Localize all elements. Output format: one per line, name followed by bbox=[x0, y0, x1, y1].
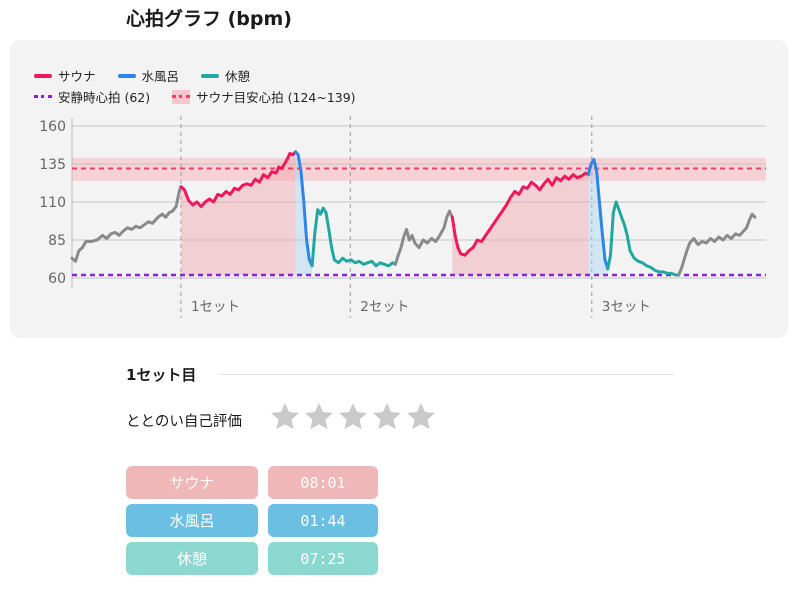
series-other-4 bbox=[393, 209, 454, 266]
set-label-3: 3セット bbox=[602, 299, 651, 315]
phase-sauna-name-text: サウナ bbox=[169, 474, 215, 492]
series-kyukei-7 bbox=[606, 200, 681, 277]
set-section-title: 1セット目 bbox=[126, 366, 197, 384]
legend-mizuburo-swatch bbox=[117, 73, 136, 78]
y-tick-85: 85 bbox=[48, 233, 66, 249]
legend-sauna-swatch bbox=[34, 73, 52, 78]
y-tick-110: 110 bbox=[39, 195, 66, 211]
legend-sauna-label: サウナ bbox=[58, 69, 96, 84]
phase-sauna-time: 08:01 bbox=[268, 466, 378, 499]
series-mizuburo-6 bbox=[586, 157, 610, 271]
area-sauna-1 bbox=[180, 151, 296, 275]
y-tick-135: 135 bbox=[39, 157, 66, 173]
star-5[interactable] bbox=[404, 400, 438, 434]
star-3[interactable] bbox=[336, 400, 370, 434]
phase-mizuburo-time: 01:44 bbox=[268, 504, 378, 537]
phase-kyukei-name-text: 休憩 bbox=[176, 550, 207, 568]
phase-mizuburo-name: 水風呂 bbox=[126, 504, 258, 537]
series-other-8 bbox=[677, 212, 757, 277]
phase-kyukei-time-text: 07:25 bbox=[300, 549, 346, 568]
rating-label: ととのい自己評価 bbox=[126, 414, 242, 430]
series-sauna-1 bbox=[179, 150, 297, 209]
series-other-0 bbox=[70, 185, 183, 263]
legend-resting-swatch bbox=[34, 95, 52, 98]
legend-row-2: 安静時心拍 (62) サウナ目安心拍 (124~139) bbox=[34, 87, 378, 106]
page-title: 心拍グラフ (bpm) bbox=[126, 8, 292, 30]
phase-sauna-time-text: 08:01 bbox=[300, 473, 346, 492]
legend-kyukei-label: 休憩 bbox=[225, 69, 251, 84]
y-tick-60: 60 bbox=[48, 271, 66, 287]
section-divider bbox=[218, 374, 674, 375]
phase-mizuburo-time-text: 01:44 bbox=[300, 511, 346, 530]
legend-resting-label: 安静時心拍 (62) bbox=[58, 90, 151, 105]
legend-kyukei: 休憩 bbox=[201, 66, 250, 85]
series-kyukei-3 bbox=[310, 206, 397, 268]
phase-kyukei-time: 07:25 bbox=[268, 542, 378, 575]
legend-mizuburo: 水風呂 bbox=[117, 66, 180, 85]
star-2[interactable] bbox=[302, 400, 336, 434]
y-tick-160: 160 bbox=[39, 119, 66, 135]
legend-target-swatch bbox=[172, 89, 191, 104]
legend-sauna: サウナ bbox=[34, 66, 96, 85]
chart-card bbox=[10, 40, 788, 338]
star-rating[interactable] bbox=[268, 400, 438, 434]
series-sauna-5 bbox=[450, 171, 590, 257]
legend-target-label: サウナ目安心拍 (124~139) bbox=[196, 90, 356, 105]
legend-row-1: サウナ 水風呂 休憩 bbox=[34, 66, 272, 85]
area-sauna-5 bbox=[452, 173, 589, 275]
set-label-1: 1セット bbox=[191, 299, 240, 315]
legend-resting: 安静時心拍 (62) bbox=[34, 87, 150, 106]
star-4[interactable] bbox=[370, 400, 404, 434]
set-label-2: 2セット bbox=[360, 299, 409, 315]
phase-mizuburo-name-text: 水風呂 bbox=[169, 512, 215, 530]
series-mizuburo-2 bbox=[294, 150, 314, 268]
phase-kyukei-name: 休憩 bbox=[126, 542, 258, 575]
star-1[interactable] bbox=[268, 400, 302, 434]
legend-mizuburo-label: 水風呂 bbox=[141, 69, 180, 84]
phase-sauna-name: サウナ bbox=[126, 466, 258, 499]
legend-target: サウナ目安心拍 (124~139) bbox=[172, 87, 356, 106]
legend-kyukei-swatch bbox=[201, 73, 220, 78]
